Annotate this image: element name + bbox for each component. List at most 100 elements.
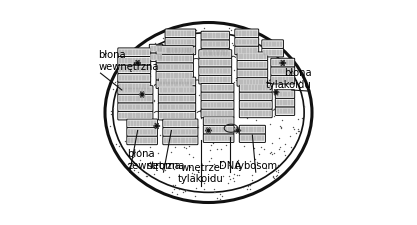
Point	[216, 121, 222, 125]
Point	[287, 75, 294, 79]
FancyBboxPatch shape	[159, 113, 195, 119]
Ellipse shape	[276, 90, 278, 91]
FancyBboxPatch shape	[239, 134, 266, 142]
Point	[301, 105, 307, 108]
Point	[108, 110, 114, 113]
Point	[219, 85, 226, 88]
Point	[296, 129, 302, 133]
FancyBboxPatch shape	[202, 50, 229, 56]
Point	[146, 146, 153, 149]
Point	[234, 173, 240, 176]
Point	[176, 118, 183, 122]
Point	[167, 34, 173, 38]
Point	[281, 76, 288, 80]
Circle shape	[208, 130, 209, 131]
FancyBboxPatch shape	[235, 38, 259, 46]
Point	[295, 129, 301, 133]
FancyBboxPatch shape	[271, 58, 295, 67]
Point	[206, 94, 213, 98]
FancyBboxPatch shape	[240, 102, 271, 108]
Point	[130, 111, 137, 114]
Point	[183, 135, 189, 139]
Point	[174, 192, 181, 196]
Point	[184, 134, 191, 138]
Point	[160, 139, 166, 143]
Point	[192, 108, 199, 112]
FancyBboxPatch shape	[159, 96, 195, 101]
Point	[295, 128, 301, 131]
FancyBboxPatch shape	[239, 109, 272, 118]
FancyBboxPatch shape	[119, 87, 152, 93]
Point	[135, 170, 141, 173]
FancyBboxPatch shape	[158, 103, 196, 111]
Point	[106, 125, 113, 128]
Point	[164, 42, 171, 46]
Point	[172, 73, 178, 76]
Point	[169, 191, 176, 194]
Ellipse shape	[155, 127, 156, 129]
FancyBboxPatch shape	[127, 136, 158, 145]
Point	[229, 41, 236, 45]
Point	[301, 104, 308, 108]
Point	[243, 35, 250, 38]
Point	[198, 179, 205, 183]
FancyBboxPatch shape	[118, 103, 153, 111]
FancyBboxPatch shape	[236, 39, 258, 45]
FancyBboxPatch shape	[128, 129, 156, 135]
Point	[206, 131, 213, 134]
FancyBboxPatch shape	[201, 31, 229, 40]
Point	[216, 197, 223, 201]
Point	[166, 85, 172, 88]
Point	[230, 81, 237, 84]
Text: stroma: stroma	[146, 161, 181, 171]
Point	[151, 100, 158, 103]
Point	[172, 40, 178, 43]
Point	[231, 125, 238, 128]
Ellipse shape	[281, 64, 282, 66]
Point	[251, 146, 257, 149]
FancyBboxPatch shape	[156, 71, 193, 80]
Point	[286, 135, 293, 138]
Point	[201, 117, 208, 121]
Point	[210, 107, 216, 110]
Point	[241, 42, 248, 45]
Point	[240, 186, 246, 189]
Circle shape	[156, 125, 158, 127]
FancyBboxPatch shape	[164, 137, 197, 143]
Point	[226, 92, 232, 95]
Point	[250, 52, 257, 55]
Point	[195, 93, 202, 97]
Point	[237, 37, 244, 40]
Point	[266, 152, 273, 155]
Point	[252, 83, 259, 86]
Point	[260, 107, 267, 110]
Point	[263, 166, 270, 169]
FancyBboxPatch shape	[236, 47, 258, 53]
FancyBboxPatch shape	[119, 66, 150, 72]
Ellipse shape	[209, 131, 210, 133]
Point	[191, 173, 197, 176]
Point	[137, 50, 143, 54]
Point	[127, 161, 134, 164]
Ellipse shape	[136, 64, 137, 66]
Point	[193, 123, 200, 127]
Point	[172, 60, 179, 64]
Point	[151, 165, 158, 169]
Point	[183, 146, 189, 149]
Circle shape	[282, 62, 284, 64]
Point	[125, 132, 131, 136]
FancyBboxPatch shape	[158, 111, 196, 120]
Point	[252, 118, 259, 122]
Point	[211, 163, 217, 166]
FancyBboxPatch shape	[203, 134, 234, 142]
Point	[231, 172, 238, 176]
Point	[270, 151, 277, 155]
Point	[187, 118, 194, 122]
Point	[171, 125, 178, 129]
Point	[218, 160, 224, 164]
Point	[206, 110, 213, 113]
FancyBboxPatch shape	[262, 48, 284, 57]
Point	[196, 108, 203, 112]
FancyBboxPatch shape	[163, 136, 198, 145]
Point	[216, 192, 223, 195]
